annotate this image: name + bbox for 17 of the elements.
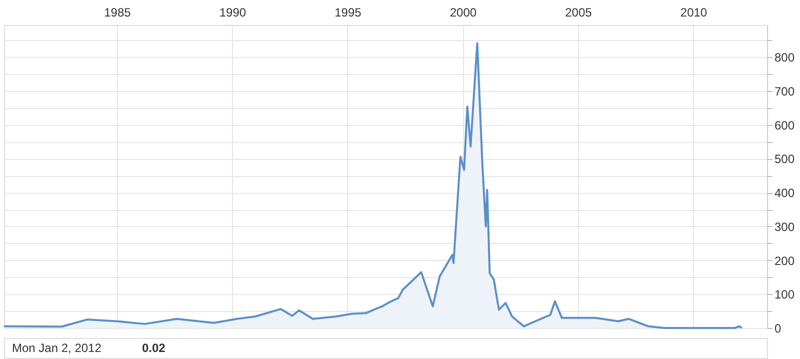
y-tick-label: 200 bbox=[774, 254, 795, 268]
x-tick-label: 2000 bbox=[450, 6, 477, 20]
y-tick-label: 400 bbox=[774, 186, 795, 200]
y-tick-label: 700 bbox=[774, 84, 795, 99]
x-tick-label: 2005 bbox=[565, 6, 592, 20]
x-tick-label: 2010 bbox=[680, 6, 708, 20]
y-tick-label: 0 bbox=[774, 322, 782, 336]
y-tick-label: 800 bbox=[774, 50, 795, 65]
text: 0.02 bbox=[142, 341, 166, 355]
y-tick-label: 300 bbox=[774, 220, 795, 234]
x-tick-label: 1985 bbox=[104, 6, 132, 20]
x-tick-label: 1995 bbox=[334, 6, 362, 20]
y-tick-label: 600 bbox=[774, 118, 795, 132]
y-tick-label: 100 bbox=[774, 288, 795, 302]
y-tick-label: 500 bbox=[774, 152, 795, 166]
x-tick-label: 1990 bbox=[219, 6, 246, 20]
text: Mon Jan 2, 2012 bbox=[12, 341, 102, 355]
